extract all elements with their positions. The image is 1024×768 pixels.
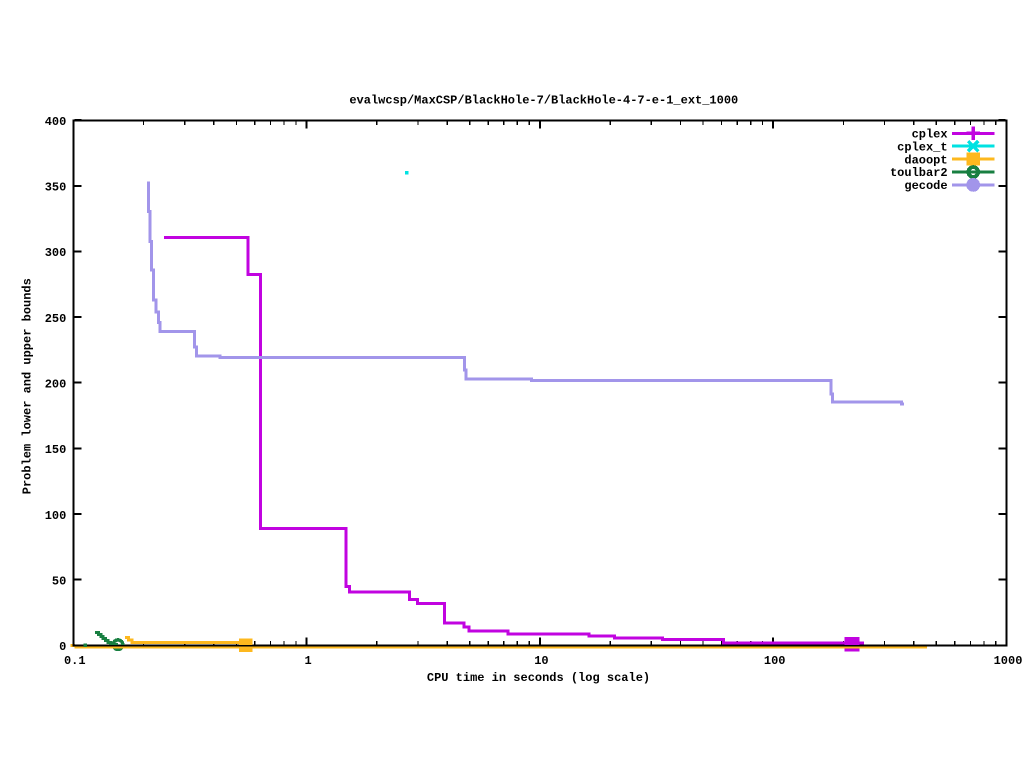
svg-text:Problem lower and upper bounds: Problem lower and upper bounds	[21, 278, 35, 494]
svg-text:1: 1	[304, 654, 311, 668]
svg-text:10: 10	[534, 654, 548, 668]
svg-text:150: 150	[45, 443, 67, 457]
svg-text:350: 350	[45, 181, 67, 195]
svg-text:100: 100	[45, 509, 67, 523]
svg-text:300: 300	[45, 246, 67, 260]
svg-text:evalwcsp/MaxCSP/BlackHole-7/Bl: evalwcsp/MaxCSP/BlackHole-7/BlackHole-4-…	[349, 93, 738, 107]
svg-text:50: 50	[52, 575, 66, 589]
svg-text:0: 0	[59, 640, 66, 654]
svg-text:400: 400	[45, 115, 67, 129]
svg-text:CPU time in seconds (log scale: CPU time in seconds (log scale)	[427, 671, 650, 685]
svg-text:0.1: 0.1	[64, 654, 86, 668]
svg-text:toulbar2: toulbar2	[890, 166, 948, 180]
svg-text:gecode: gecode	[904, 179, 947, 193]
svg-text:daoopt: daoopt	[904, 153, 947, 167]
svg-text:250: 250	[45, 312, 67, 326]
svg-text:100: 100	[764, 654, 786, 668]
svg-text:200: 200	[45, 378, 67, 392]
svg-text:1000: 1000	[994, 654, 1023, 668]
svg-text:cplex: cplex	[912, 128, 948, 142]
svg-text:cplex_t: cplex_t	[897, 140, 947, 154]
